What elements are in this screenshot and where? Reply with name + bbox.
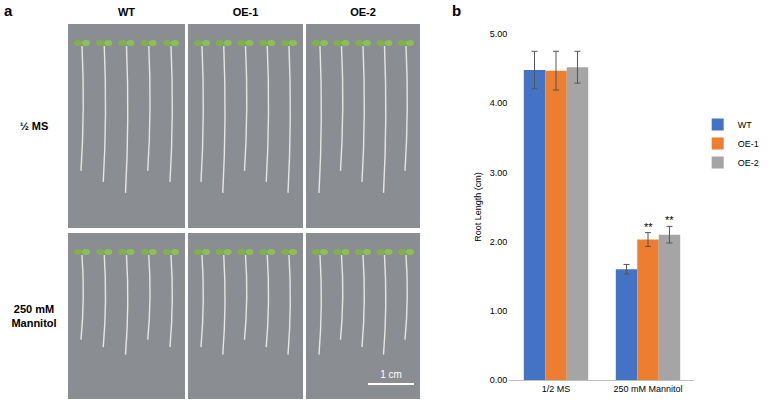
svg-text:OE-2: OE-2 <box>350 6 376 18</box>
svg-text:**: ** <box>644 221 653 233</box>
svg-text:1 cm: 1 cm <box>380 369 402 380</box>
svg-text:0.00: 0.00 <box>490 375 508 385</box>
svg-text:WT: WT <box>738 120 752 130</box>
svg-text:2.00: 2.00 <box>490 237 508 247</box>
svg-text:3.00: 3.00 <box>490 168 508 178</box>
html-text:b: b <box>452 2 462 19</box>
svg-text:a: a <box>4 2 13 19</box>
svg-text:OE-2: OE-2 <box>738 158 759 168</box>
svg-text:½ MS: ½ MS <box>20 120 49 132</box>
svg-text:5.00: 5.00 <box>490 29 508 39</box>
svg-text:1.00: 1.00 <box>490 306 508 316</box>
svg-text:1/2 MS: 1/2 MS <box>542 384 571 394</box>
svg-text:Root Length (cm): Root Length (cm) <box>473 172 483 242</box>
svg-text:250 mM Mannitol: 250 mM Mannitol <box>613 384 682 394</box>
svg-text:OE-1: OE-1 <box>738 139 759 149</box>
svg-text:4.00: 4.00 <box>490 98 508 108</box>
svg-text:250 mM: 250 mM <box>14 303 54 315</box>
svg-text:OE-1: OE-1 <box>233 6 259 18</box>
svg-text:WT: WT <box>118 6 135 18</box>
svg-text:Mannitol: Mannitol <box>11 317 56 329</box>
svg-text:**: ** <box>665 214 674 226</box>
